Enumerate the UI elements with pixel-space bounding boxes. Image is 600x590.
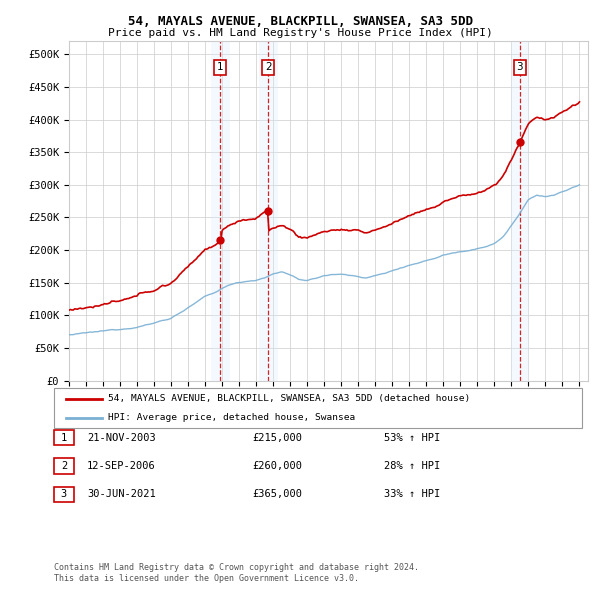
Bar (511, 41, 529, 381)
Text: Contains HM Land Registry data © Crown copyright and database right 2024.: Contains HM Land Registry data © Crown c… (54, 563, 419, 572)
Text: HPI: Average price, detached house, Swansea: HPI: Average price, detached house, Swan… (108, 413, 355, 422)
Text: 54, MAYALS AVENUE, BLACKPILL, SWANSEA, SA3 5DD (detached house): 54, MAYALS AVENUE, BLACKPILL, SWANSEA, S… (108, 394, 470, 404)
Text: 28% ↑ HPI: 28% ↑ HPI (384, 461, 440, 471)
Text: 12-SEP-2006: 12-SEP-2006 (87, 461, 156, 471)
Text: Price paid vs. HM Land Registry's House Price Index (HPI): Price paid vs. HM Land Registry's House … (107, 28, 493, 38)
Text: 30-JUN-2021: 30-JUN-2021 (87, 490, 156, 499)
Text: 54, MAYALS AVENUE, BLACKPILL, SWANSEA, SA3 5DD: 54, MAYALS AVENUE, BLACKPILL, SWANSEA, S… (128, 15, 473, 28)
Bar (259, 41, 278, 381)
Bar (211, 41, 230, 381)
Text: 3: 3 (517, 63, 523, 73)
Text: 2: 2 (61, 461, 67, 471)
Text: 1: 1 (61, 433, 67, 442)
Text: 2: 2 (265, 63, 271, 73)
Text: 33% ↑ HPI: 33% ↑ HPI (384, 490, 440, 499)
Text: 53% ↑ HPI: 53% ↑ HPI (384, 433, 440, 442)
Text: 21-NOV-2003: 21-NOV-2003 (87, 433, 156, 442)
Text: £365,000: £365,000 (252, 490, 302, 499)
Text: This data is licensed under the Open Government Licence v3.0.: This data is licensed under the Open Gov… (54, 574, 359, 583)
Text: 1: 1 (217, 63, 224, 73)
Text: £215,000: £215,000 (252, 433, 302, 442)
Text: 3: 3 (61, 490, 67, 499)
Text: £260,000: £260,000 (252, 461, 302, 471)
